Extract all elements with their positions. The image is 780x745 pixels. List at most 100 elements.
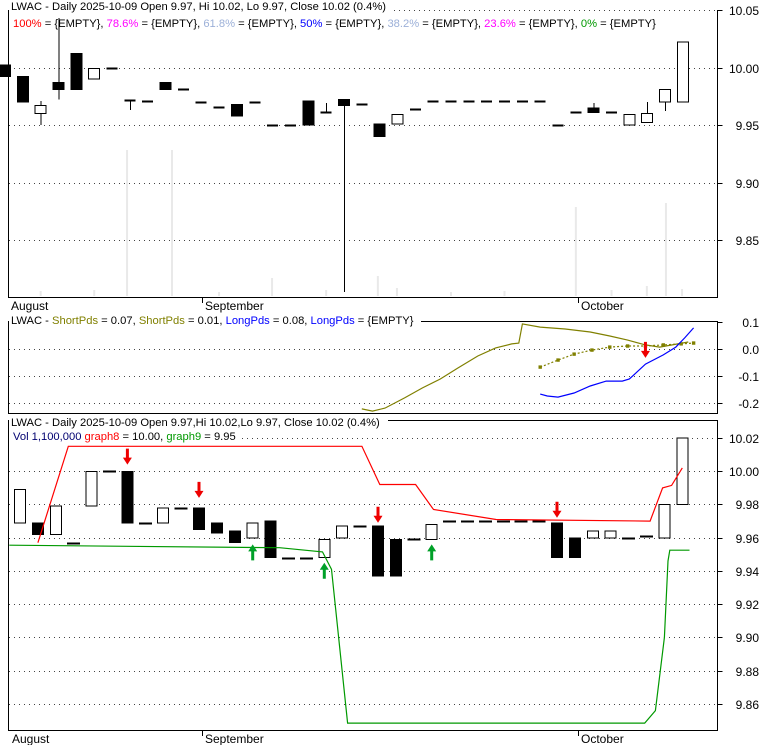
subtitle-segment: 100% bbox=[13, 18, 42, 30]
series-marker bbox=[691, 341, 696, 345]
y-axis-label: 0.1 bbox=[742, 316, 759, 330]
candle-bearish bbox=[389, 538, 402, 577]
subtitle-segment: Vol 1,100,000 bbox=[13, 431, 85, 443]
title-segment: = 0.07, bbox=[98, 315, 139, 327]
candle-bearish bbox=[337, 99, 350, 106]
subtitle-segment: 61.8% bbox=[203, 18, 236, 30]
title-segment: LWAC - bbox=[11, 315, 53, 327]
subtitle-segment: = {EMPTY}, bbox=[235, 18, 301, 30]
y-axis-label: 10.02 bbox=[728, 432, 759, 446]
x-axis-label: September bbox=[205, 732, 264, 745]
y-axis-label: 9.94 bbox=[735, 565, 759, 579]
y-axis-label: 9.92 bbox=[735, 598, 759, 612]
candle-bullish bbox=[85, 470, 98, 507]
candle-bullish bbox=[318, 538, 331, 559]
candle-bullish bbox=[641, 113, 654, 124]
subtitle-segment: 50% bbox=[300, 18, 323, 30]
signal-arrow-down bbox=[552, 501, 562, 518]
title-segment: LongPds bbox=[310, 315, 355, 327]
series-marker bbox=[608, 345, 612, 349]
panel-3 bbox=[8, 420, 723, 736]
y-axis-label: 10.05 bbox=[728, 4, 759, 18]
candle-bullish bbox=[88, 68, 101, 80]
title-segment: ShortPds bbox=[52, 315, 99, 327]
y-axis-label: 9.90 bbox=[735, 177, 759, 191]
panel-2-plot-area[interactable] bbox=[9, 322, 716, 412]
panel-1-plot-area[interactable] bbox=[9, 11, 716, 296]
title-segment: = 0.08, bbox=[269, 315, 311, 327]
candle-bearish bbox=[230, 103, 243, 117]
subtitle-segment: 38.2% bbox=[387, 18, 420, 30]
subtitle-segment: graph8 bbox=[84, 431, 120, 443]
y-axis-label: 9.90 bbox=[735, 631, 759, 645]
x-axis-label: September bbox=[205, 299, 264, 313]
series-marker bbox=[590, 348, 594, 352]
subtitle-segment: = 10.00, bbox=[119, 431, 167, 443]
candle-bullish bbox=[604, 530, 617, 539]
y-axis-label: 9.96 bbox=[735, 532, 759, 546]
subtitle-segment: = 9.95 bbox=[201, 431, 236, 443]
signal-arrow-down bbox=[122, 448, 132, 465]
signal-arrow-up bbox=[319, 562, 329, 579]
y-axis-label: 9.95 bbox=[735, 119, 759, 133]
panel-1-subtitle: 100% = {EMPTY}, 78.6% = {EMPTY}, 61.8% =… bbox=[13, 18, 656, 31]
series-marker bbox=[556, 358, 560, 362]
candle-bearish bbox=[210, 522, 223, 534]
x-axis-label: August bbox=[11, 299, 49, 313]
title-segment: = 0.01, bbox=[184, 315, 226, 327]
candle-bearish bbox=[373, 123, 386, 137]
candle-bearish bbox=[551, 522, 563, 559]
subtitle-segment: = {EMPTY} bbox=[597, 18, 656, 30]
signal-arrow-down bbox=[373, 506, 383, 523]
candle-bearish bbox=[0, 64, 11, 78]
candle-bullish bbox=[34, 104, 47, 114]
series-marker bbox=[679, 342, 683, 346]
y-axis-label: -0.2 bbox=[738, 397, 759, 411]
y-axis-label: 10.00 bbox=[728, 465, 759, 479]
series-marker bbox=[625, 344, 630, 348]
candle-bullish bbox=[14, 489, 26, 524]
candle-bearish bbox=[193, 507, 205, 530]
series-graph9 bbox=[9, 544, 690, 724]
y-axis-label: 10.00 bbox=[728, 62, 759, 76]
candle-bullish bbox=[425, 523, 438, 540]
y-axis-label: 9.88 bbox=[735, 665, 759, 679]
candle-bullish bbox=[336, 525, 349, 539]
candle-bullish bbox=[157, 507, 170, 524]
subtitle-segment: = {EMPTY}, bbox=[41, 18, 107, 30]
candle-bullish bbox=[623, 114, 636, 126]
candle-bearish bbox=[587, 107, 600, 113]
title-segment: LongPds bbox=[225, 315, 270, 327]
y-axis-label: -0.1 bbox=[738, 370, 759, 384]
candle-bullish bbox=[586, 530, 599, 539]
x-axis-label: October bbox=[581, 299, 624, 313]
candle-bearish bbox=[568, 537, 581, 559]
y-axis-label: 0.0 bbox=[742, 343, 759, 357]
title-segment: LWAC - Daily 2025-10-09 Open 9.97,Hi 10.… bbox=[11, 417, 380, 429]
series-LongPds bbox=[540, 327, 695, 398]
candle-bullish bbox=[49, 505, 62, 535]
signal-arrow-up bbox=[248, 544, 258, 561]
candle-bullish bbox=[246, 522, 259, 539]
series-marker bbox=[572, 352, 576, 356]
candle-bearish bbox=[372, 525, 384, 577]
subtitle-segment: 0% bbox=[580, 18, 598, 30]
candle-bullish bbox=[659, 88, 672, 103]
series-marker bbox=[538, 365, 542, 369]
panel-3-plot-area[interactable] bbox=[9, 421, 716, 729]
x-axis-label: August bbox=[12, 732, 50, 745]
candle-bearish bbox=[159, 81, 172, 90]
panel-1-title: LWAC - Daily 2025-10-09 Open 9.97, Hi 10… bbox=[11, 1, 386, 14]
candle-bearish bbox=[70, 53, 83, 90]
candle-bearish bbox=[16, 76, 29, 103]
candle-bullish bbox=[676, 437, 689, 505]
candle-bullish bbox=[391, 114, 404, 125]
panel-1 bbox=[0, 10, 723, 303]
y-axis-label: 9.85 bbox=[735, 234, 759, 248]
title-segment: = {EMPTY} bbox=[354, 315, 414, 327]
subtitle-segment: = {EMPTY}, bbox=[419, 18, 485, 30]
panel-3-title: LWAC - Daily 2025-10-09 Open 9.97,Hi 10.… bbox=[11, 417, 380, 430]
title-segment: LWAC - Daily 2025-10-09 Open 9.97, Hi 10… bbox=[11, 1, 386, 13]
